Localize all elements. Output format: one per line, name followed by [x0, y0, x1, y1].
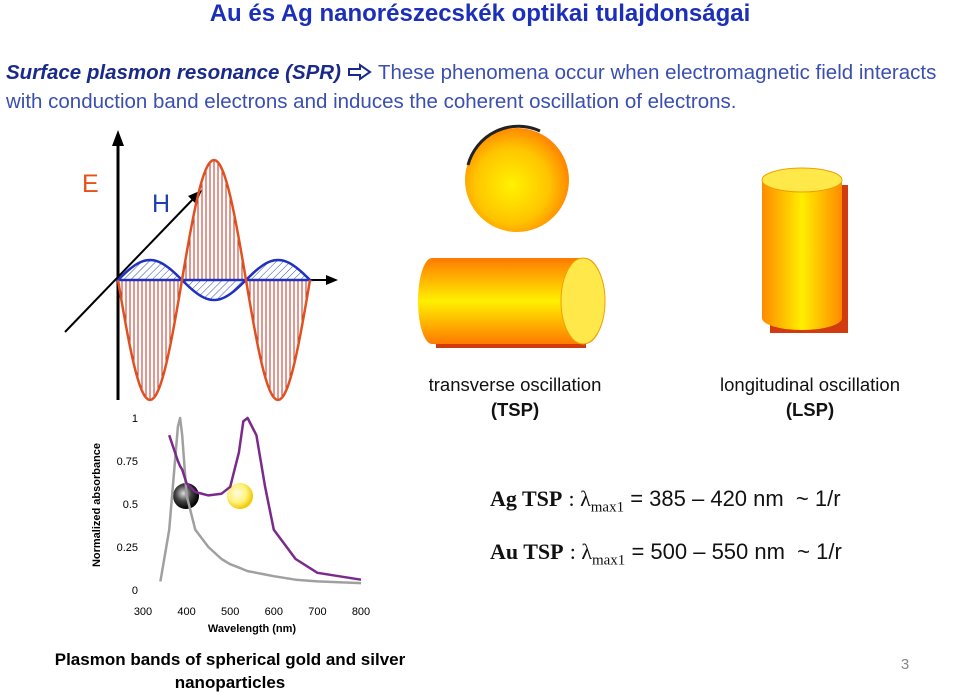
- gold-sphere: [227, 483, 253, 509]
- chart-caption: Plasmon bands of spherical gold and silv…: [54, 650, 406, 692]
- x-tick-label: 400: [177, 606, 195, 618]
- y-axis-label: Normalized absorbance: [91, 443, 103, 567]
- wave-diagram: [64, 130, 338, 402]
- rod-end: [560, 257, 606, 345]
- y-tick-label: 1: [132, 413, 138, 425]
- y-tick-label: 0.75: [117, 456, 138, 468]
- x-tick-label: 600: [265, 606, 283, 618]
- y-tick-label: 0.5: [123, 499, 138, 511]
- formula-metal: Ag TSP: [490, 486, 563, 511]
- term: Surface plasmon resonance (SPR): [6, 61, 341, 84]
- caption-abbr: (TSP): [490, 399, 540, 420]
- rod-end: [761, 167, 843, 193]
- intro: Surface plasmon resonance (SPR) These ph…: [6, 58, 956, 116]
- formula: Au TSP : λmax1 = 500 – 550 nm ~ 1/r: [490, 539, 842, 569]
- formula-symbol: : λ: [568, 486, 591, 511]
- x-tick-label: 800: [352, 606, 370, 618]
- x-tick-label: 500: [221, 606, 239, 618]
- arrow: [112, 130, 124, 146]
- y-tick-label: 0.25: [117, 542, 138, 554]
- x-axis-label: Wavelength (nm): [208, 623, 297, 635]
- formula-metal: Au TSP: [490, 539, 564, 564]
- h-label: H: [152, 190, 171, 218]
- spectrum-line: [168, 416, 362, 581]
- formula-symbol: : λ: [569, 539, 592, 564]
- x-tick-label: 300: [134, 606, 152, 618]
- caption-label: longitudinal oscillation: [720, 374, 900, 395]
- caption-abbr: (LSP): [785, 399, 835, 420]
- sphere: [465, 128, 569, 232]
- title: Au és Ag nanorészecskék optikai tulajdon…: [209, 0, 751, 27]
- page-number: 3: [900, 656, 910, 673]
- arrow: [326, 275, 338, 285]
- caption: transverse oscillation (TSP): [395, 372, 635, 422]
- magnetic-wave: [114, 258, 314, 302]
- rod-horizontal: [418, 258, 605, 344]
- formula: Ag TSP : λmax1 = 385 – 420 nm ~ 1/r: [490, 486, 841, 516]
- x-tick-label: 700: [308, 606, 326, 618]
- formula-sub: max1: [591, 552, 626, 569]
- caption: longitudinal oscillation (LSP): [690, 372, 930, 422]
- axis-h: [64, 196, 196, 333]
- electric-wave: [116, 158, 312, 402]
- spectrum-line: [159, 416, 362, 585]
- y-tick-label: 0: [132, 585, 138, 597]
- formula-range: = 385 – 420 nm ~ 1/r: [630, 486, 841, 511]
- formula-sub: max1: [590, 499, 625, 516]
- sphere-edge: [466, 124, 541, 166]
- e-label: E: [82, 170, 99, 198]
- caption-label: transverse oscillation: [428, 374, 602, 395]
- chart: Normalized absorbance Wavelength (nm) 0 0…: [91, 413, 370, 635]
- rod-vertical: [762, 180, 842, 330]
- arrow-icon: [347, 63, 372, 81]
- formula-range: = 500 – 550 nm ~ 1/r: [631, 539, 842, 564]
- intro-text: These phenomena occur when electromagnet…: [6, 61, 937, 113]
